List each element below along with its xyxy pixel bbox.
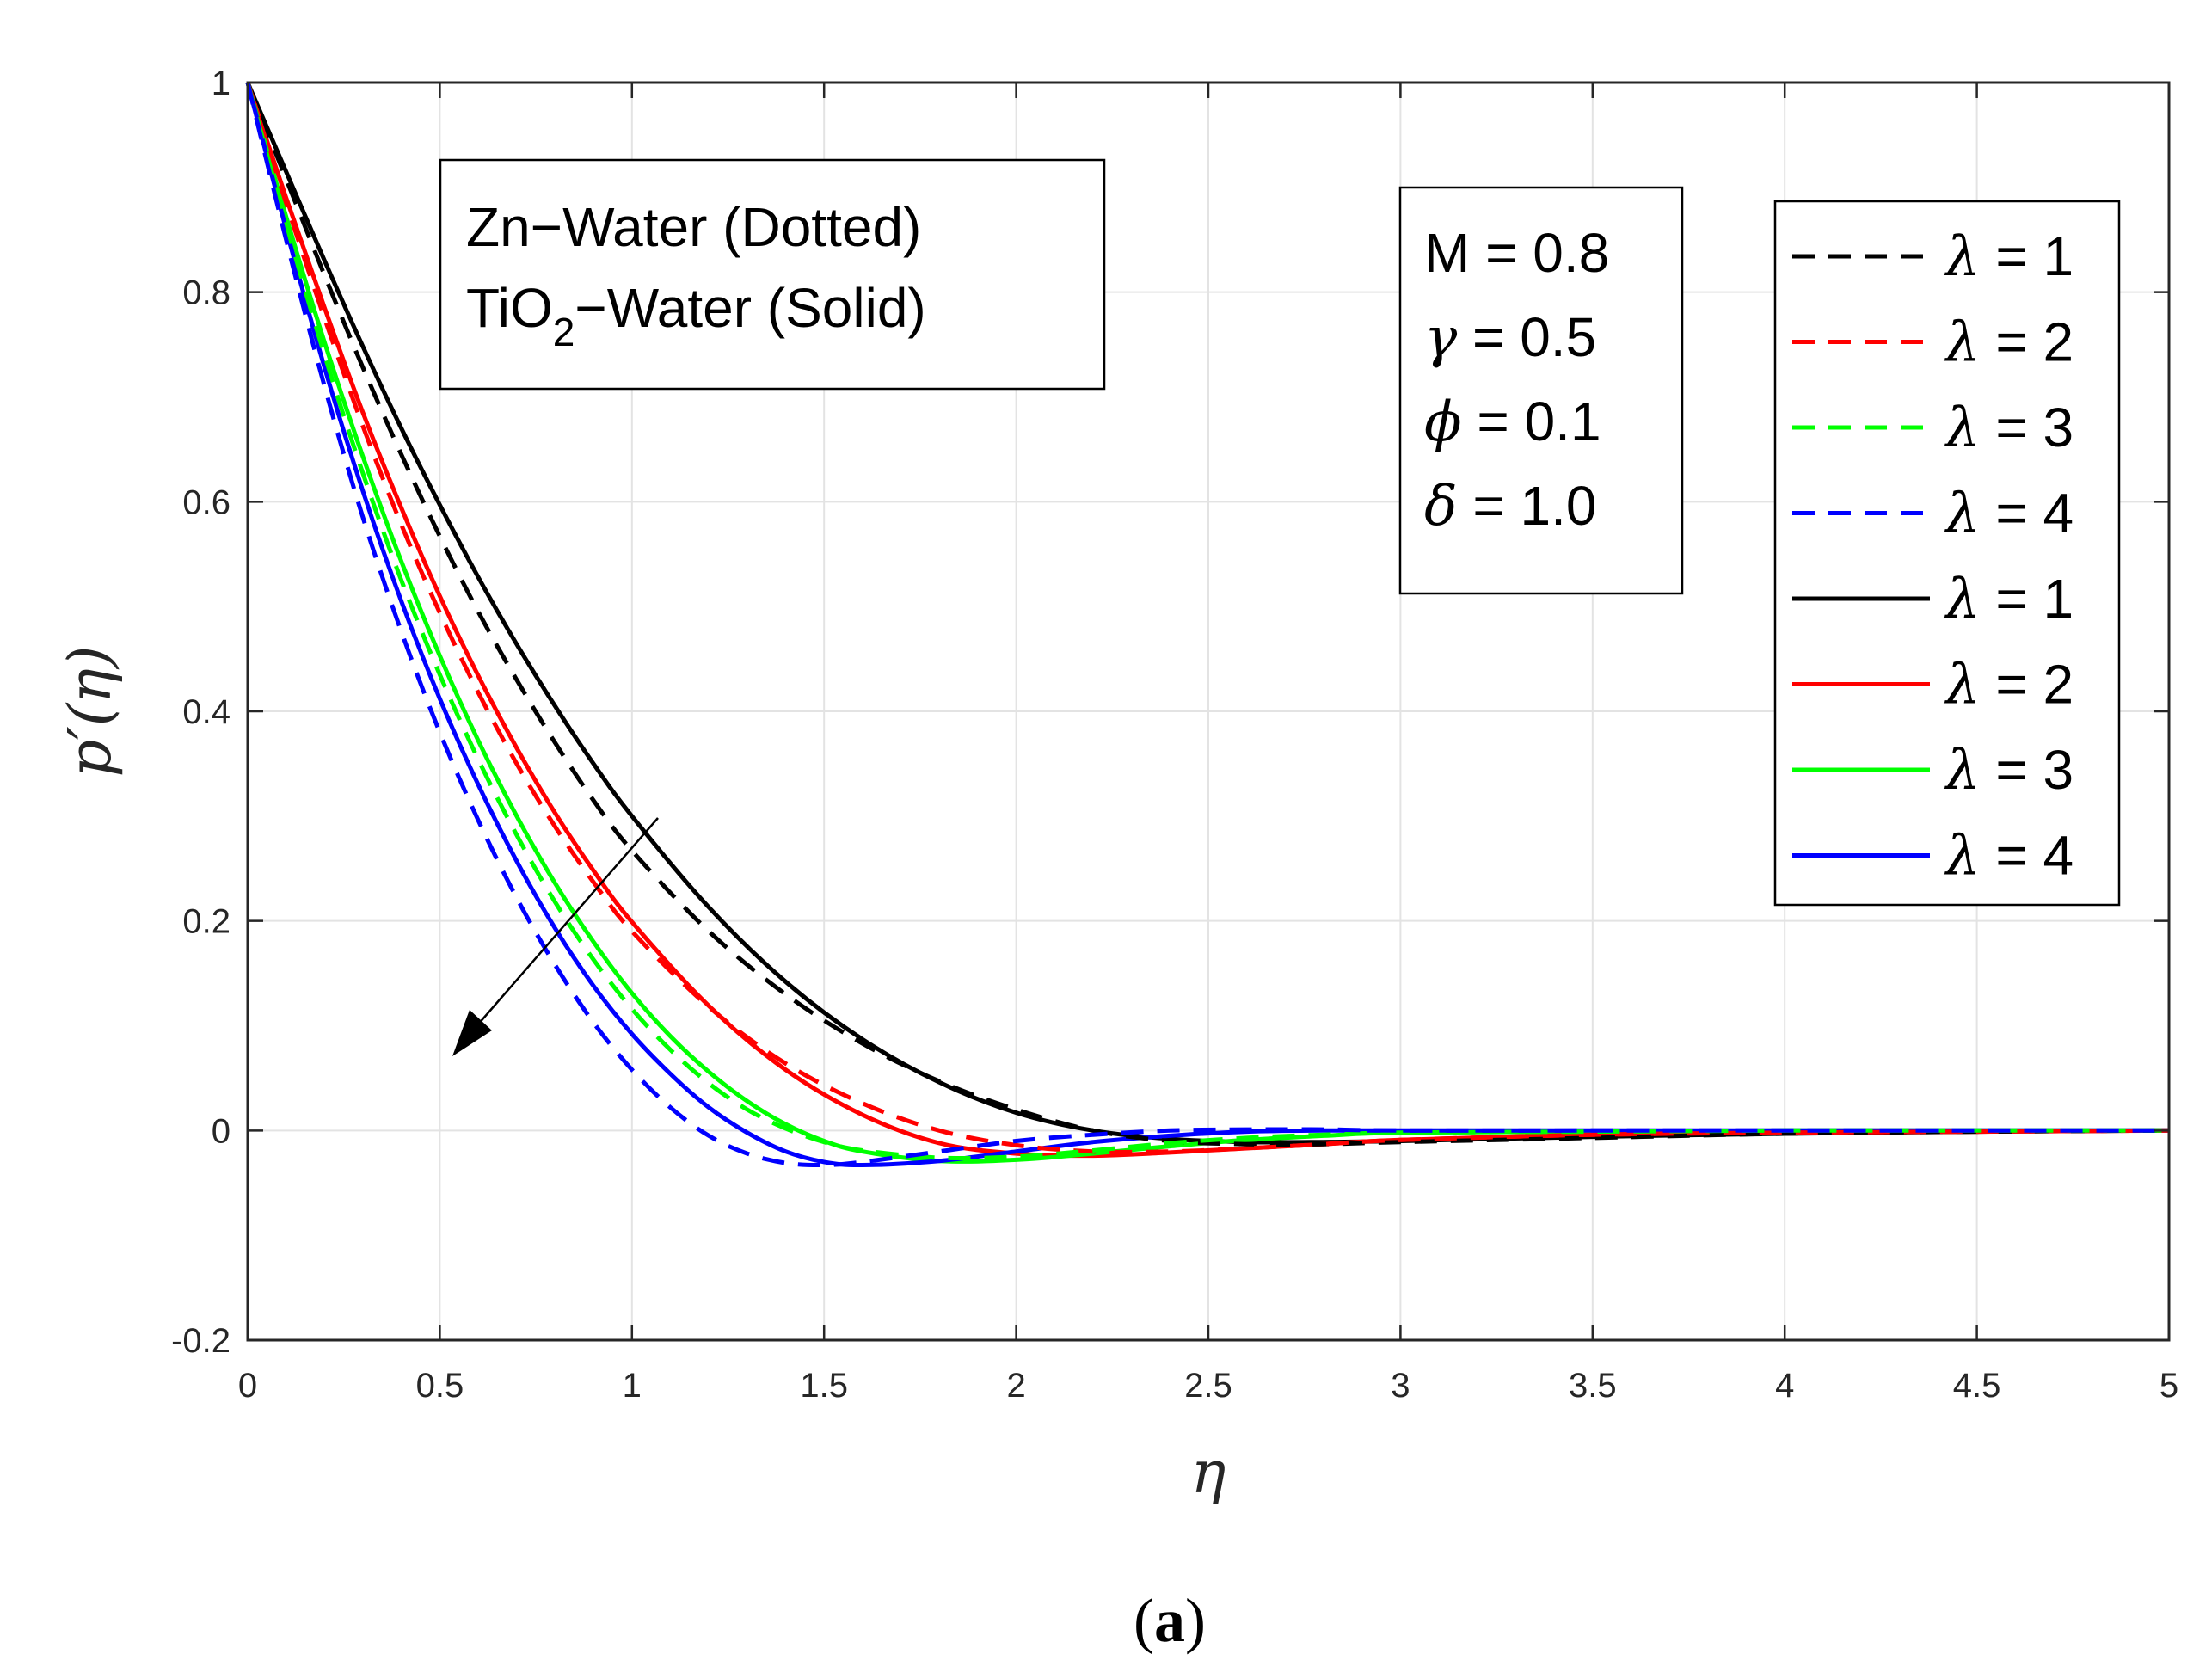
param-M: M = 0.8 [1424,222,1609,284]
legend-label: λ = 1 [1943,225,2074,289]
x-tick-label: 3.5 [1569,1367,1617,1405]
legend-label: λ = 1 [1943,568,2074,631]
x-tick-label: 1.5 [800,1367,848,1405]
x-tick-label: 5 [2160,1367,2178,1405]
series-line-zn-3 [245,82,2169,1161]
y-axis-label: p′(η) [57,646,125,778]
fluid-note-line-1: Zn−Water (Dotted) [466,196,921,258]
figure-caption: (a) [1134,1586,1206,1655]
fluid-note-line-2: TiO2−Water (Solid) [466,277,926,354]
param-phi: ϕ = 0.1 [1424,391,1601,454]
y-tick-label: 0.4 [182,693,230,731]
legend-items: λ = 1 λ = 2 λ = 3 λ = 4 λ = 1 λ = 2 λ = 3 λ = 4 [1792,225,2074,889]
x-tick-label: 2.5 [1184,1367,1232,1405]
x-tick-label: 1 [623,1367,642,1405]
fluid-note-box: Zn−Water (Dotted) TiO2−Water (Solid) [439,158,1106,391]
param-delta: δ = 1.0 [1424,475,1596,538]
legend: λ = 1 λ = 2 λ = 3 λ = 4 λ = 1 λ = 2 λ = 3 λ = 4 [1773,200,2121,907]
y-tick-label: 0 [212,1112,230,1150]
x-tick-label: 4 [1775,1367,1794,1405]
x-tick-label: 4.5 [1953,1367,2001,1405]
x-axis-label: η [1191,1439,1226,1507]
series-line-zn-4 [245,82,2169,1168]
x-tick-label: 0 [238,1367,257,1405]
legend-label: λ = 2 [1943,654,2074,717]
legend-label: λ = 3 [1943,397,2074,460]
y-tick-label: 1 [212,65,230,102]
series-line-tio2-2 [245,82,2170,1159]
legend-label: λ = 4 [1943,825,2074,889]
x-tick-label: 2 [1006,1367,1025,1405]
trend-arrow-shaft [470,817,659,1033]
x-tick-label: 3 [1391,1367,1410,1405]
legend-label: λ = 2 [1943,311,2074,375]
series-line-tio2-4 [245,82,2169,1168]
series-line-zn-2 [245,82,2170,1154]
trend-arrow-head [452,1010,492,1056]
legend-label: λ = 4 [1943,483,2074,546]
series-line-zn-1 [245,82,2170,1147]
axis-ticks: 0 0.5 1 1.5 2 2.5 3 3.5 4 4.5 5-0.200.20.40.60.81 [171,65,2178,1405]
param-gamma: γ = 0.5 [1424,306,1596,370]
legend-label: λ = 3 [1943,739,2074,803]
y-tick-label: 0.2 [182,903,230,941]
parameter-box: M = 0.8 γ = 0.5 ϕ = 0.1 δ = 1.0 [1398,186,1684,595]
y-tick-label: 0.8 [182,274,230,312]
y-tick-label: -0.2 [171,1322,230,1360]
y-tick-label: 0.6 [182,483,230,521]
curves [245,82,2170,1168]
trend-arrow [452,817,659,1056]
x-tick-label: 0.5 [416,1367,464,1405]
